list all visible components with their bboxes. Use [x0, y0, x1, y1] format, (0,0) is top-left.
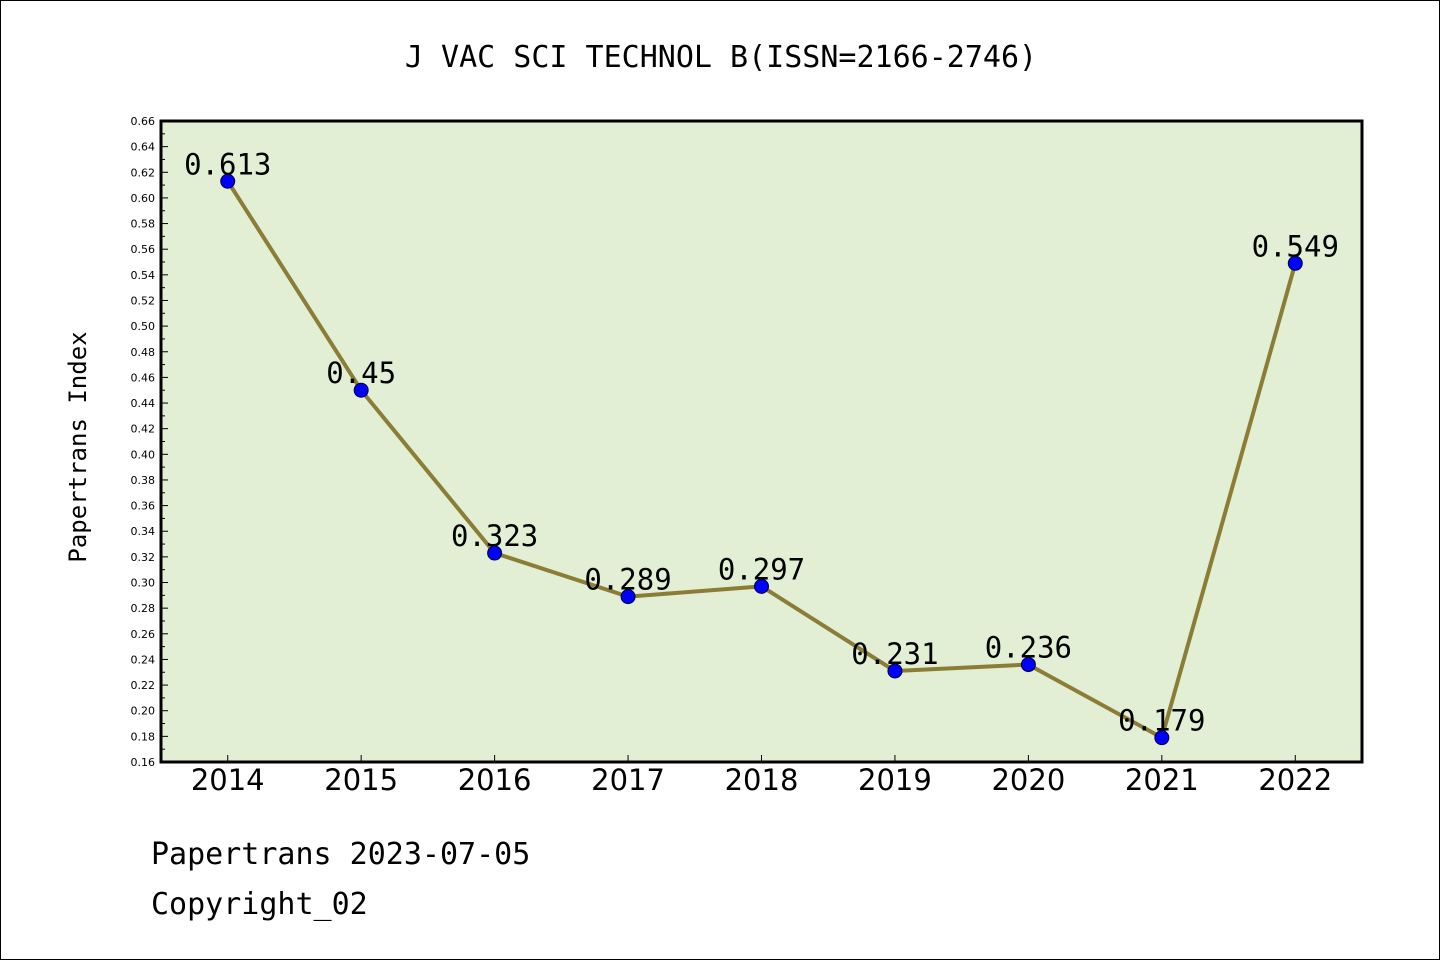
- y-tick-label: 0.40: [131, 448, 156, 461]
- chart-title: J VAC SCI TECHNOL B(ISSN=2166-2746): [405, 40, 1037, 75]
- footer-date: Papertrans 2023-07-05: [151, 837, 531, 872]
- y-tick-label: 0.66: [131, 115, 156, 128]
- x-tick-label: 2016: [458, 763, 532, 797]
- x-tick-label: 2017: [591, 763, 665, 797]
- y-tick-label: 0.58: [131, 218, 156, 231]
- y-tick-label: 0.30: [131, 577, 156, 590]
- y-tick-label: 0.38: [131, 474, 156, 487]
- y-tick-label: 0.42: [131, 423, 156, 436]
- y-axis-label: Papertrans Index: [64, 331, 92, 562]
- data-point: [620, 589, 636, 605]
- data-label: 0.231: [851, 637, 938, 671]
- x-tick-label: 2018: [725, 763, 799, 797]
- y-tick-label: 0.44: [131, 397, 156, 410]
- y-tick-label: 0.32: [131, 551, 156, 564]
- y-tick-label: 0.28: [131, 602, 156, 615]
- data-point: [1020, 657, 1036, 673]
- y-tick-label: 0.54: [131, 269, 156, 282]
- y-tick-label: 0.46: [131, 371, 156, 384]
- data-point: [220, 173, 236, 189]
- y-tick-label: 0.16: [131, 756, 156, 769]
- y-tick-label: 0.26: [131, 628, 156, 641]
- x-tick-label: 2022: [1258, 763, 1332, 797]
- footer-copyright: Copyright_02: [151, 887, 368, 922]
- x-tick-label: 2014: [191, 763, 265, 797]
- data-point: [487, 545, 503, 561]
- x-tick-label: 2019: [858, 763, 932, 797]
- data-label: 0.613: [184, 147, 271, 181]
- plot-area: [161, 121, 1362, 762]
- data-point: [1287, 255, 1303, 271]
- x-axis: 2014 2015 2016 2017 2018 2019 2020 2021 2022: [191, 755, 1332, 797]
- data-label: 0.289: [584, 563, 671, 597]
- y-tick-label: 0.64: [131, 141, 156, 154]
- data-label: 0.179: [1118, 704, 1205, 738]
- y-tick-label: 0.18: [131, 730, 156, 743]
- x-tick-label: 2020: [991, 763, 1065, 797]
- data-label: 0.236: [985, 631, 1072, 665]
- y-tick-label: 0.60: [131, 192, 156, 205]
- y-tick-label: 0.22: [131, 679, 156, 692]
- plot-border: [159, 119, 1364, 764]
- y-tick-label: 0.48: [131, 346, 156, 359]
- x-tick-label: 2021: [1125, 763, 1199, 797]
- y-tick-label: 0.20: [131, 705, 156, 718]
- series: 0.613 0.45 0.323 0.289 0.297 0.231 0.236 0.179 0…: [184, 147, 1339, 746]
- y-tick-label: 0.62: [131, 166, 156, 179]
- y-tick-label: 0.34: [131, 525, 156, 538]
- data-label: 0.45: [326, 356, 396, 390]
- data-point: [754, 578, 769, 594]
- y-tick-label: 0.36: [131, 500, 156, 513]
- y-axis: 0.16 0.18 0.20 0.22 0.24 0.26 0.28 0.30 0.32 0.34…: [131, 115, 168, 769]
- data-label: 0.323: [451, 519, 538, 553]
- data-label: 0.549: [1252, 229, 1339, 263]
- data-point: [353, 382, 369, 398]
- data-point: [1154, 730, 1170, 746]
- data-point: [887, 663, 903, 679]
- data-label: 0.297: [718, 552, 805, 586]
- y-tick-label: 0.56: [131, 243, 156, 256]
- y-tick-label: 0.24: [131, 653, 156, 666]
- y-tick-label: 0.50: [131, 320, 156, 333]
- y-tick-label: 0.52: [131, 294, 156, 307]
- x-tick-label: 2015: [324, 763, 398, 797]
